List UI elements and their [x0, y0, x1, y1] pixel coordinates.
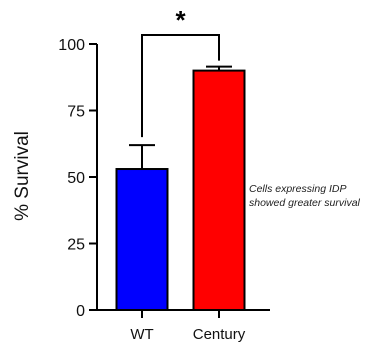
y-tick-label-0: 0 — [76, 303, 85, 320]
bars — [117, 71, 245, 310]
bar-century — [194, 71, 245, 310]
y-tick-label-75: 75 — [67, 104, 85, 121]
x-tick-labels: WT Century — [130, 310, 245, 343]
x-tick-label-wt: WT — [130, 326, 153, 343]
annotation-line-2: showed greater survival — [249, 197, 361, 209]
annotation-text: Cells expressing IDP showed greater surv… — [249, 183, 361, 209]
bar-wt — [117, 169, 168, 310]
y-ticks: 0 25 50 75 100 — [58, 37, 97, 320]
annotation-line-1: Cells expressing IDP — [249, 183, 346, 195]
y-tick-label-100: 100 — [58, 37, 85, 54]
y-tick-label-50: 50 — [67, 170, 85, 187]
y-tick-label-25: 25 — [67, 237, 85, 254]
significance-star: * — [175, 5, 186, 35]
x-tick-label-century: Century — [193, 326, 246, 343]
y-axis-label: % Survival — [12, 131, 33, 221]
